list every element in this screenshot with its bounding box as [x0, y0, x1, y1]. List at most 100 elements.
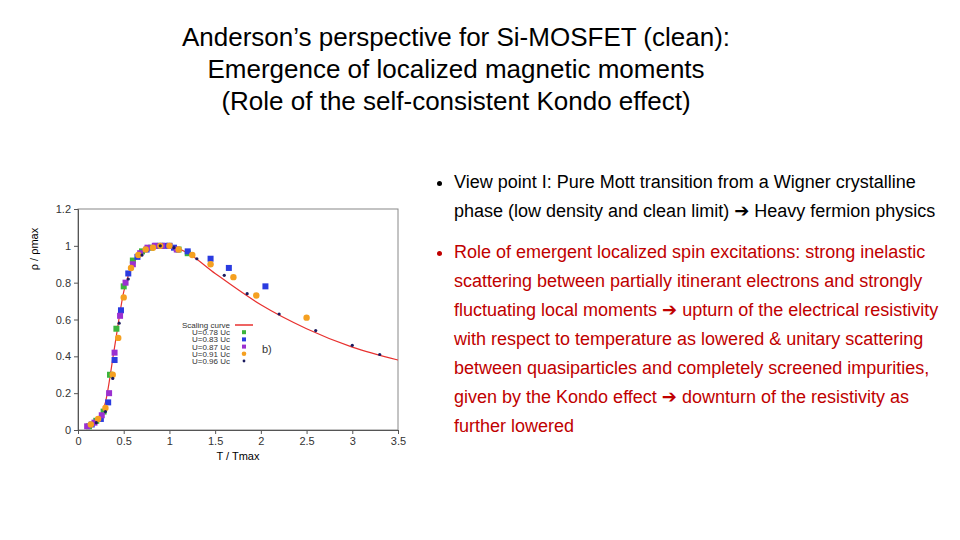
data-point: [112, 357, 118, 363]
x-tick: 0.5: [117, 430, 132, 447]
x-tick-mark: [261, 430, 262, 434]
slide-title: (Role of the self-consistent Kondo effec…: [0, 86, 912, 117]
y-tick: 0.2: [56, 387, 78, 399]
y-axis: 0 0.2 0.4 0.6 0.8 1 1.2: [56, 203, 79, 436]
data-point: [159, 244, 162, 247]
legend-symbol: [242, 345, 246, 349]
data-point: [157, 243, 163, 249]
x-axis-line: [79, 431, 399, 435]
data-point: [127, 277, 130, 280]
y-tick-mark: [74, 393, 78, 394]
series-points: [89, 243, 269, 428]
y-axis-title: ρ / ρmax: [28, 227, 40, 270]
data-point: [113, 326, 119, 332]
legend-label: U=0.96 Uc: [192, 357, 230, 366]
data-point: [176, 247, 182, 253]
y-tick-mark: [74, 430, 78, 431]
legend-symbol: [235, 324, 253, 326]
y-tick-label: 1.2: [56, 203, 71, 215]
data-point: [121, 294, 127, 300]
data-point: [207, 261, 213, 267]
data-point: [157, 243, 163, 249]
x-tick-mark: [398, 430, 399, 434]
data-point: [166, 243, 172, 249]
y-tick-label: 0: [65, 424, 71, 436]
slide-title: Anderson’s perspective for Si-MOSFET (cl…: [0, 22, 912, 53]
x-tick: 3: [350, 430, 356, 447]
data-point: [262, 283, 268, 289]
x-tick-label: 2.5: [299, 435, 314, 447]
data-point: [104, 410, 107, 413]
x-tick-mark: [215, 430, 216, 434]
data-point: [208, 256, 214, 262]
data-point: [95, 421, 98, 424]
legend-symbol: [242, 352, 247, 357]
y-tick-label: 0.6: [56, 314, 71, 326]
x-tick: 2.5: [299, 430, 314, 447]
x-tick: 2: [258, 430, 264, 447]
y-tick-label: 0.4: [56, 350, 71, 362]
data-point: [175, 246, 181, 252]
data-point: [230, 274, 236, 280]
data-point: [166, 243, 172, 249]
series-points: [95, 244, 382, 424]
data-point: [118, 307, 124, 313]
y-tick: 0: [65, 424, 78, 436]
data-point: [189, 252, 195, 258]
data-point: [142, 246, 148, 252]
data-point: [314, 329, 317, 332]
y-tick: 0.6: [56, 314, 78, 326]
y-tick-label: 0.8: [56, 277, 71, 289]
data-point: [88, 421, 94, 427]
x-tick: 1: [167, 430, 173, 447]
y-tick-mark: [74, 320, 78, 321]
data-point: [223, 274, 226, 277]
bullet: Role of emergent localized spin excitati…: [454, 238, 954, 441]
data-point: [106, 390, 112, 396]
panel-label: b): [262, 343, 272, 355]
data-point: [118, 322, 121, 325]
x-tick-label: 0: [75, 435, 81, 447]
y-tick: 0.8: [56, 277, 78, 289]
y-tick-mark: [74, 283, 78, 284]
bullet: View point I: Pure Mott transition from …: [454, 168, 954, 226]
x-tick-label: 0.5: [117, 435, 132, 447]
y-tick-mark: [74, 209, 78, 210]
x-tick-label: 1: [167, 435, 173, 447]
x-tick-label: 1.5: [208, 435, 223, 447]
y-tick-mark: [74, 356, 78, 357]
series-points: [86, 243, 191, 429]
series-points: [88, 243, 310, 428]
x-tick: 3.5: [391, 430, 406, 447]
data-point: [195, 257, 198, 260]
data-point: [378, 353, 381, 356]
y-tick-label: 1: [65, 240, 71, 252]
x-tick: 1.5: [208, 430, 223, 447]
y-tick: 0.4: [56, 350, 78, 362]
data-point: [351, 344, 354, 347]
data-point: [166, 243, 172, 249]
data-point: [303, 314, 309, 320]
data-point: [253, 292, 259, 298]
legend: Scaling curveU=0.78 UcU=0.83 UcU=0.87 Uc…: [182, 321, 253, 366]
plot-area: [84, 243, 398, 430]
data-point: [115, 335, 121, 341]
y-tick: 1.2: [56, 203, 78, 215]
data-point: [117, 313, 123, 319]
data-point: [105, 399, 111, 405]
legend-symbol: [242, 337, 246, 341]
x-axis-title: T / Tmax: [217, 450, 260, 462]
data-point: [140, 253, 143, 256]
data-point: [128, 265, 134, 271]
y-tick-mark: [74, 246, 78, 247]
x-tick-mark: [307, 430, 308, 434]
x-tick-label: 3.5: [391, 435, 406, 447]
series-points: [84, 243, 180, 429]
data-point: [226, 265, 232, 271]
y-tick: 1: [65, 240, 78, 252]
x-tick-mark: [352, 430, 353, 434]
data-point: [125, 270, 131, 276]
data-point: [123, 280, 129, 286]
data-point: [246, 292, 249, 295]
data-point: [150, 244, 156, 250]
